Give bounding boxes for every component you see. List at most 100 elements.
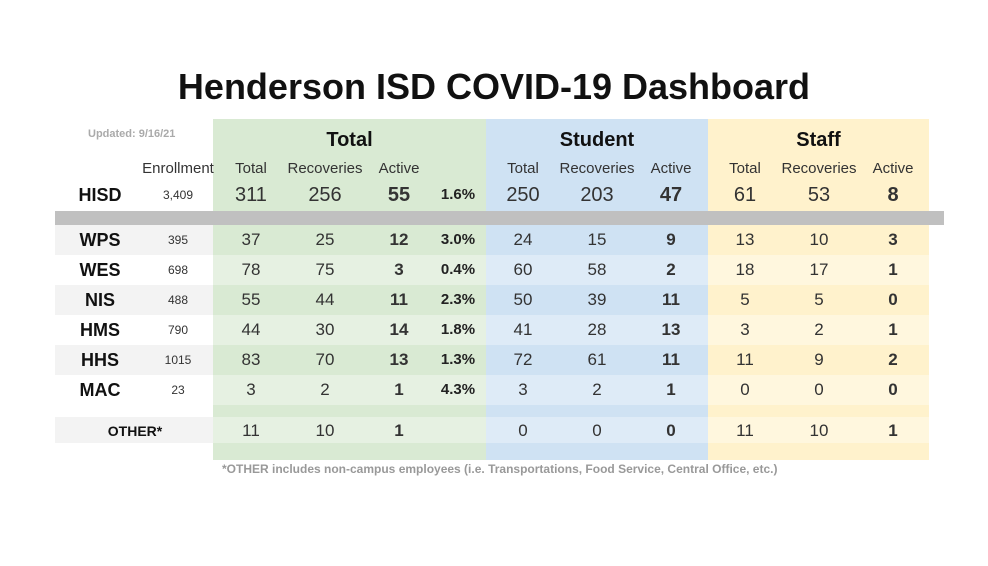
student-row-bg [486,345,708,375]
student-row-bg [486,255,708,285]
row-enrollment: 1015 [164,353,192,367]
column-header-total-total: Total [235,160,267,177]
staff-row-bg [708,315,929,345]
label-row-bg [55,225,213,255]
column-header-staff-active: Active [872,160,914,177]
hisd-student-value: 47 [659,184,683,206]
row-staff-value: 9 [814,350,824,369]
row-staff-value: 18 [735,260,755,279]
row-staff-value: 1 [888,260,898,279]
label-row-bg [55,417,213,443]
row-staff-value: 13 [735,230,755,249]
row-total-value: 2.3% [440,291,476,308]
row-staff-value: 5 [740,290,750,309]
student-row-bg [486,417,708,443]
row-total-value: 75 [315,260,335,279]
hisd-total-value: 1.6% [440,186,476,203]
column-header-student-active: Active [650,160,692,177]
row-student-value: 11 [662,290,680,309]
row-student-value: 11 [662,350,680,369]
other-total-value: 11 [242,421,260,440]
staff-row-bg [708,255,929,285]
column-header-total-active: Active [378,160,420,177]
row-staff-value: 17 [809,260,829,279]
row-staff-value: 2 [888,350,898,369]
staff-row-bg [708,225,929,255]
row-student-value: 3 [518,380,528,399]
label-row-bg [55,315,213,345]
column-header-staff-total: Total [729,160,761,177]
row-total-value: 78 [241,260,261,279]
group-header-student: Student [559,129,635,151]
row-staff-value: 5 [814,290,824,309]
column-header-student-recoveries: Recoveries [559,160,635,177]
row-enrollment: 23 [171,383,185,397]
row-enrollment: 395 [167,233,189,247]
footnote: *OTHER includes non-campus employees (i.… [222,462,778,476]
row-total-value: 70 [315,350,335,369]
column-header-student-total: Total [507,160,539,177]
row-student-value: 1 [666,380,676,399]
row-student-value: 9 [666,230,676,249]
row-staff-value: 1 [888,320,898,339]
row-name: MAC [79,380,121,400]
row-student-value: 60 [513,260,533,279]
staff-row-bg [708,345,929,375]
row-staff-value: 3 [740,320,750,339]
hisd-total-value: 311 [235,184,267,206]
row-total-value: 44 [241,320,261,339]
hisd-total-value: 55 [387,184,411,206]
row-total-value: 25 [315,230,335,249]
row-name: NIS [84,290,115,310]
hisd-student-value: 203 [580,184,614,206]
row-total-value: 3 [394,260,404,279]
row-total-value: 13 [389,350,409,369]
row-staff-value: 0 [740,380,750,399]
row-staff-value: 3 [888,230,898,249]
row-enrollment-hisd: 3,409 [162,188,194,202]
row-total-value: 1.8% [440,321,476,338]
other-total-value: 1 [394,421,404,440]
row-staff-value: 0 [888,290,898,309]
row-student-value: 50 [513,290,533,309]
student-row-bg [486,225,708,255]
row-student-value: 72 [513,350,533,369]
other-staff-value: 1 [888,421,898,440]
row-total-value: 1.3% [440,351,476,368]
row-staff-value: 0 [888,380,898,399]
column-header-total-recoveries: Recoveries [287,160,363,177]
staff-row-bg [708,417,929,443]
total-row-bg [213,315,486,345]
row-total-value: 44 [315,290,335,309]
other-staff-value: 10 [809,421,829,440]
row-student-value: 13 [661,320,681,339]
total-row-bg [213,225,486,255]
row-student-value: 28 [587,320,607,339]
row-student-value: 41 [513,320,533,339]
row-total-value: 37 [241,230,261,249]
row-student-value: 2 [666,260,676,279]
other-student-value: 0 [518,421,528,440]
total-row-bg [213,417,486,443]
other-total-value: 10 [315,421,335,440]
row-total-value: 1 [394,380,404,399]
row-student-value: 15 [587,230,607,249]
row-total-value: 3.0% [440,231,476,248]
hisd-staff-value: 53 [807,184,831,206]
row-total-value: 11 [390,290,408,309]
student-row-bg [486,285,708,315]
staff-row-bg [708,285,929,315]
row-name-other: OTHER* [107,423,163,439]
hisd-total-value: 256 [308,184,342,206]
staff-row-bg [708,375,929,405]
row-name-hisd: HISD [78,185,122,205]
row-student-value: 24 [513,230,533,249]
label-row-bg [55,285,213,315]
row-total-value: 14 [389,320,409,339]
row-total-value: 3 [246,380,256,399]
row-student-value: 39 [587,290,607,309]
column-header-enrollment: Enrollment [142,160,214,177]
total-row-bg [213,375,486,405]
other-staff-value: 11 [736,421,754,440]
other-student-value: 0 [666,421,676,440]
